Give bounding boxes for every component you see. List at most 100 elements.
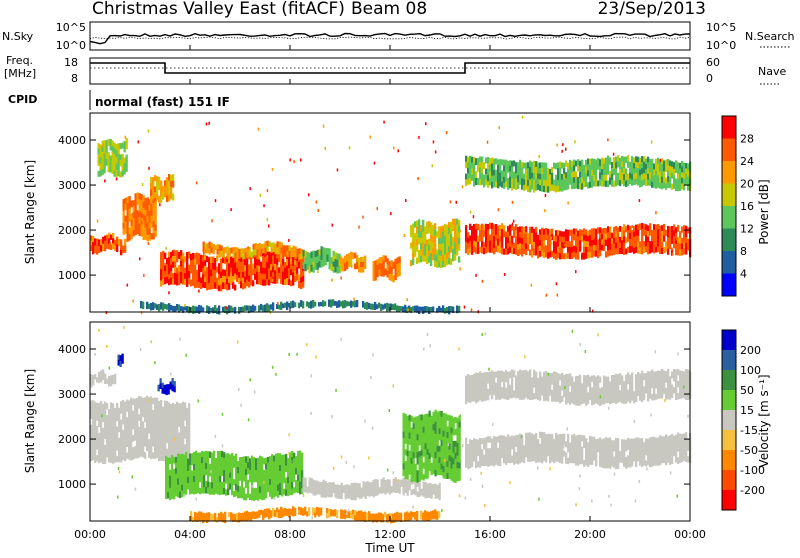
data-cell (669, 182, 671, 188)
data-cell (637, 449, 639, 455)
data-cell (296, 274, 298, 281)
data-cell (673, 182, 675, 189)
data-cell (617, 450, 619, 457)
data-cell (211, 488, 213, 494)
data-cell (195, 475, 197, 482)
data-cell (441, 458, 443, 464)
data-cell (293, 470, 295, 476)
data-cell (248, 276, 250, 282)
data-cell (629, 450, 631, 456)
data-cell (207, 243, 209, 248)
data-cell (172, 174, 174, 181)
data-cell (521, 184, 523, 190)
data-cell (605, 377, 607, 384)
data-cell (495, 158, 497, 164)
data-cell (199, 458, 201, 464)
data-cell (513, 160, 515, 166)
data-cell (535, 433, 537, 439)
data-cell (166, 390, 168, 396)
data-cell (533, 229, 535, 236)
data-cell (420, 250, 422, 257)
data-cell (379, 263, 381, 269)
data-cell (483, 248, 485, 254)
data-cell (561, 231, 563, 237)
scatter-cell (499, 126, 501, 129)
data-cell (186, 264, 188, 270)
data-cell (330, 509, 332, 516)
data-cell (647, 157, 649, 163)
data-cell (611, 238, 613, 244)
data-cell (633, 174, 635, 180)
data-cell (557, 441, 559, 448)
data-cell (597, 381, 599, 387)
data-cell (599, 443, 601, 449)
data-cell (575, 459, 577, 465)
data-cell (521, 232, 523, 238)
data-cell (623, 249, 625, 256)
data-cell (439, 428, 441, 434)
data-cell (158, 413, 160, 419)
data-cell (167, 458, 169, 464)
data-cell (146, 420, 148, 427)
data-cell (455, 441, 457, 447)
data-cell (439, 434, 441, 440)
data-cell (565, 392, 567, 399)
scatter-cell (288, 239, 290, 242)
data-cell (667, 381, 669, 387)
data-cell (333, 251, 335, 257)
data-cell (499, 159, 501, 166)
data-cell (581, 435, 583, 441)
data-cell (583, 460, 585, 467)
data-cell (123, 229, 125, 235)
data-cell (495, 176, 497, 182)
data-cell (509, 247, 511, 253)
scatter-cell (631, 225, 633, 228)
data-cell (92, 248, 94, 254)
data-cell (176, 256, 178, 262)
data-cell (166, 189, 168, 196)
data-cell (589, 459, 591, 465)
data-cell (613, 375, 615, 381)
data-cell (310, 301, 312, 309)
data-cell (398, 306, 400, 313)
data-cell (180, 256, 182, 262)
data-cell (418, 238, 420, 245)
data-cell (531, 178, 533, 184)
data-cell (353, 483, 355, 489)
data-cell (160, 186, 162, 192)
data-cell (168, 263, 170, 269)
data-cell (387, 271, 389, 278)
data-cell (436, 249, 438, 255)
data-cell (222, 307, 224, 312)
data-cell (236, 275, 238, 282)
data-cell (180, 422, 182, 429)
data-cell (475, 451, 477, 457)
data-cell (192, 266, 194, 273)
data-cell (210, 263, 212, 270)
data-cell (456, 243, 458, 250)
data-cell (98, 433, 100, 439)
data-cell (147, 197, 149, 204)
data-cell (615, 162, 617, 168)
data-cell (559, 440, 561, 446)
data-cell (617, 161, 619, 167)
data-cell (219, 470, 221, 477)
data-cell (237, 467, 239, 474)
data-cell (645, 224, 647, 230)
data-cell (635, 443, 637, 449)
data-cell (391, 486, 393, 493)
data-cell (497, 177, 499, 183)
data-cell (346, 261, 348, 269)
data-cell (631, 449, 633, 455)
data-cell (118, 408, 120, 414)
data-cell (537, 241, 539, 247)
data-cell (251, 487, 253, 494)
data-cell (293, 459, 295, 465)
data-cell (118, 456, 120, 462)
data-cell (373, 268, 375, 275)
data-cell (255, 494, 257, 500)
data-cell (623, 446, 625, 453)
data-cell (471, 440, 473, 447)
data-cell (663, 436, 665, 443)
data-cell (587, 242, 589, 248)
